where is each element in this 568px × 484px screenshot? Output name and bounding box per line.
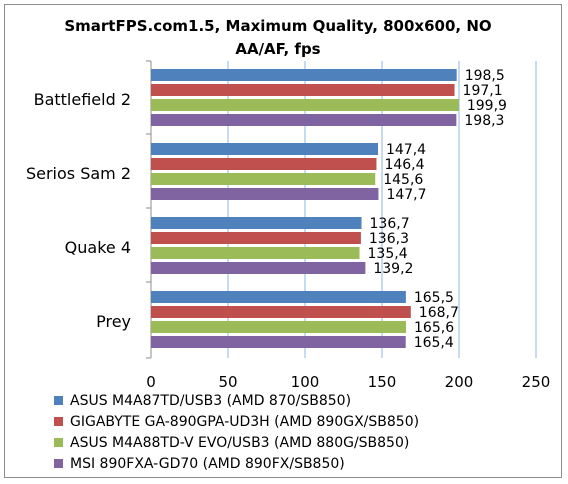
chart-title-line-1: SmartFPS.com1.5, Maximum Quality, 800x60… [64,17,491,35]
bar [151,173,376,185]
bar [151,143,378,155]
x-tick-label: 50 [218,373,237,391]
x-tick-label: 150 [368,373,397,391]
bar [151,99,459,111]
x-tick-label: 200 [445,373,474,391]
data-label: 165,5 [414,290,454,306]
legend-entry: GIGABYTE GA-890GPA-UD3H (AMD 890GX/SB850… [70,414,419,430]
chart-title: SmartFPS.com1.5, Maximum Quality, 800x60… [64,17,491,58]
legend-swatch [54,417,63,426]
category-labels: Battlefield 2 Serios Sam 2 Quake 4 Prey [26,90,131,331]
bar [151,158,377,170]
data-label: 147,4 [386,142,426,158]
data-label: 198,3 [464,113,504,129]
bar [151,188,379,200]
chart-title-line-2: AA/AF, fps [235,40,320,58]
data-label: 168,7 [419,305,459,321]
data-label: 145,6 [383,172,423,188]
category-label: Prey [96,312,131,331]
x-tick-label: 0 [146,373,156,391]
legend: ASUS M4A87TD/USB3 (AMD 870/SB850) GIGABYT… [54,393,419,472]
bar [151,336,406,348]
legend-swatch [54,438,63,447]
legend-entry: ASUS M4A87TD/USB3 (AMD 870/SB850) [70,393,351,409]
data-label: 199,9 [467,98,507,114]
data-label: 136,3 [369,231,409,247]
legend-swatch [54,459,63,468]
x-tick-labels: 0 50 100 150 200 250 [146,373,550,391]
legend-entry: MSI 890FXA-GD70 (AMD 890FX/SB850) [70,456,345,472]
data-label: 165,4 [414,335,454,351]
data-label: 197,1 [463,83,503,99]
data-label: 139,2 [373,261,413,277]
bar [151,291,406,303]
axes [146,60,152,359]
category-label: Battlefield 2 [34,90,131,109]
legend-swatch [54,396,63,405]
data-label: 165,6 [414,320,454,336]
data-label: 135,4 [368,246,408,262]
data-label: 146,4 [384,157,424,173]
bar [151,84,455,96]
bar [151,247,360,259]
bar [151,69,457,81]
data-label: 147,7 [386,187,426,203]
bar [151,306,411,318]
bar [151,232,361,244]
category-label: Quake 4 [65,238,131,257]
bar [151,217,362,229]
bar [151,114,457,126]
x-tick-label: 250 [522,373,551,391]
x-tick-label: 100 [291,373,320,391]
bar [151,262,366,274]
data-label: 136,7 [370,216,410,232]
bar [151,321,407,333]
legend-entry: ASUS M4A88TD-V EVO/USB3 (AMD 880G/SB850) [70,435,409,451]
bars [151,69,459,348]
category-label: Serios Sam 2 [26,164,131,183]
data-label: 198,5 [465,68,505,84]
